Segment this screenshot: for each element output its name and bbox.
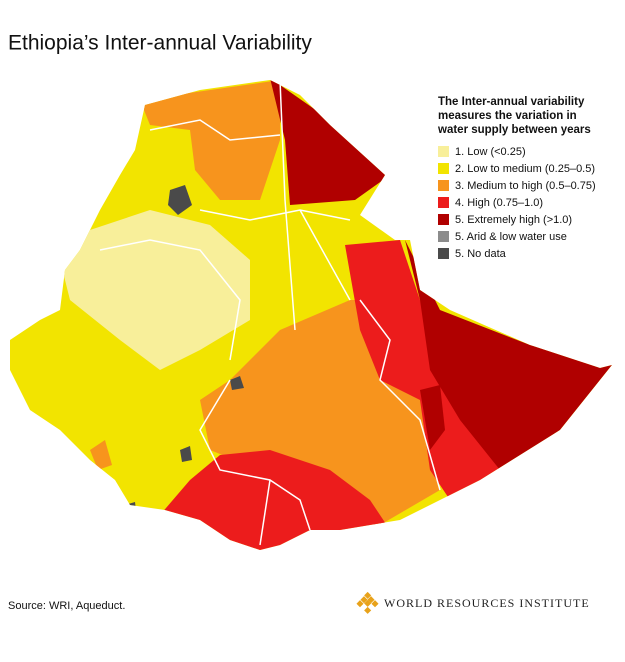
legend-label: 5. Arid & low water use <box>455 231 567 243</box>
region <box>420 385 445 450</box>
legend-swatch <box>438 180 449 191</box>
legend-label: 2. Low to medium (0.25–0.5) <box>455 163 595 175</box>
legend-title: measures the variation in <box>438 110 577 122</box>
logo-icon <box>356 591 379 614</box>
legend-label: 5. Extremely high (>1.0) <box>455 214 572 226</box>
region <box>345 240 500 500</box>
legend-title: water supply between years <box>437 124 591 136</box>
region <box>160 450 390 550</box>
legend-label: 1. Low (<0.25) <box>455 146 526 158</box>
legend-swatch <box>438 248 449 259</box>
map <box>10 80 612 550</box>
legend-swatch <box>438 231 449 242</box>
legend-label: 5. No data <box>455 248 507 260</box>
source: Source: WRI, Aqueduct. <box>8 600 125 612</box>
region <box>405 240 612 470</box>
legend-label: 4. High (0.75–1.0) <box>455 197 543 209</box>
region <box>90 440 112 470</box>
no-data <box>168 185 192 215</box>
legend-swatch <box>438 146 449 157</box>
legend-swatch <box>438 197 449 208</box>
legend: The Inter-annual variability measures the… <box>437 96 596 260</box>
legend-swatch <box>438 163 449 174</box>
region <box>140 80 280 200</box>
region <box>60 210 250 370</box>
legend-title: The Inter-annual variability <box>438 96 585 108</box>
legend-label: 3. Medium to high (0.5–0.75) <box>455 180 596 192</box>
no-data <box>125 376 244 510</box>
borders <box>99 80 441 546</box>
title: Ethiopia’s Inter-annual Variability <box>8 32 312 55</box>
legend-swatch <box>438 214 449 225</box>
logo: WORLD RESOURCES INSTITUTE <box>356 591 590 614</box>
logo-text: WORLD RESOURCES INSTITUTE <box>384 596 590 610</box>
region <box>270 80 390 205</box>
